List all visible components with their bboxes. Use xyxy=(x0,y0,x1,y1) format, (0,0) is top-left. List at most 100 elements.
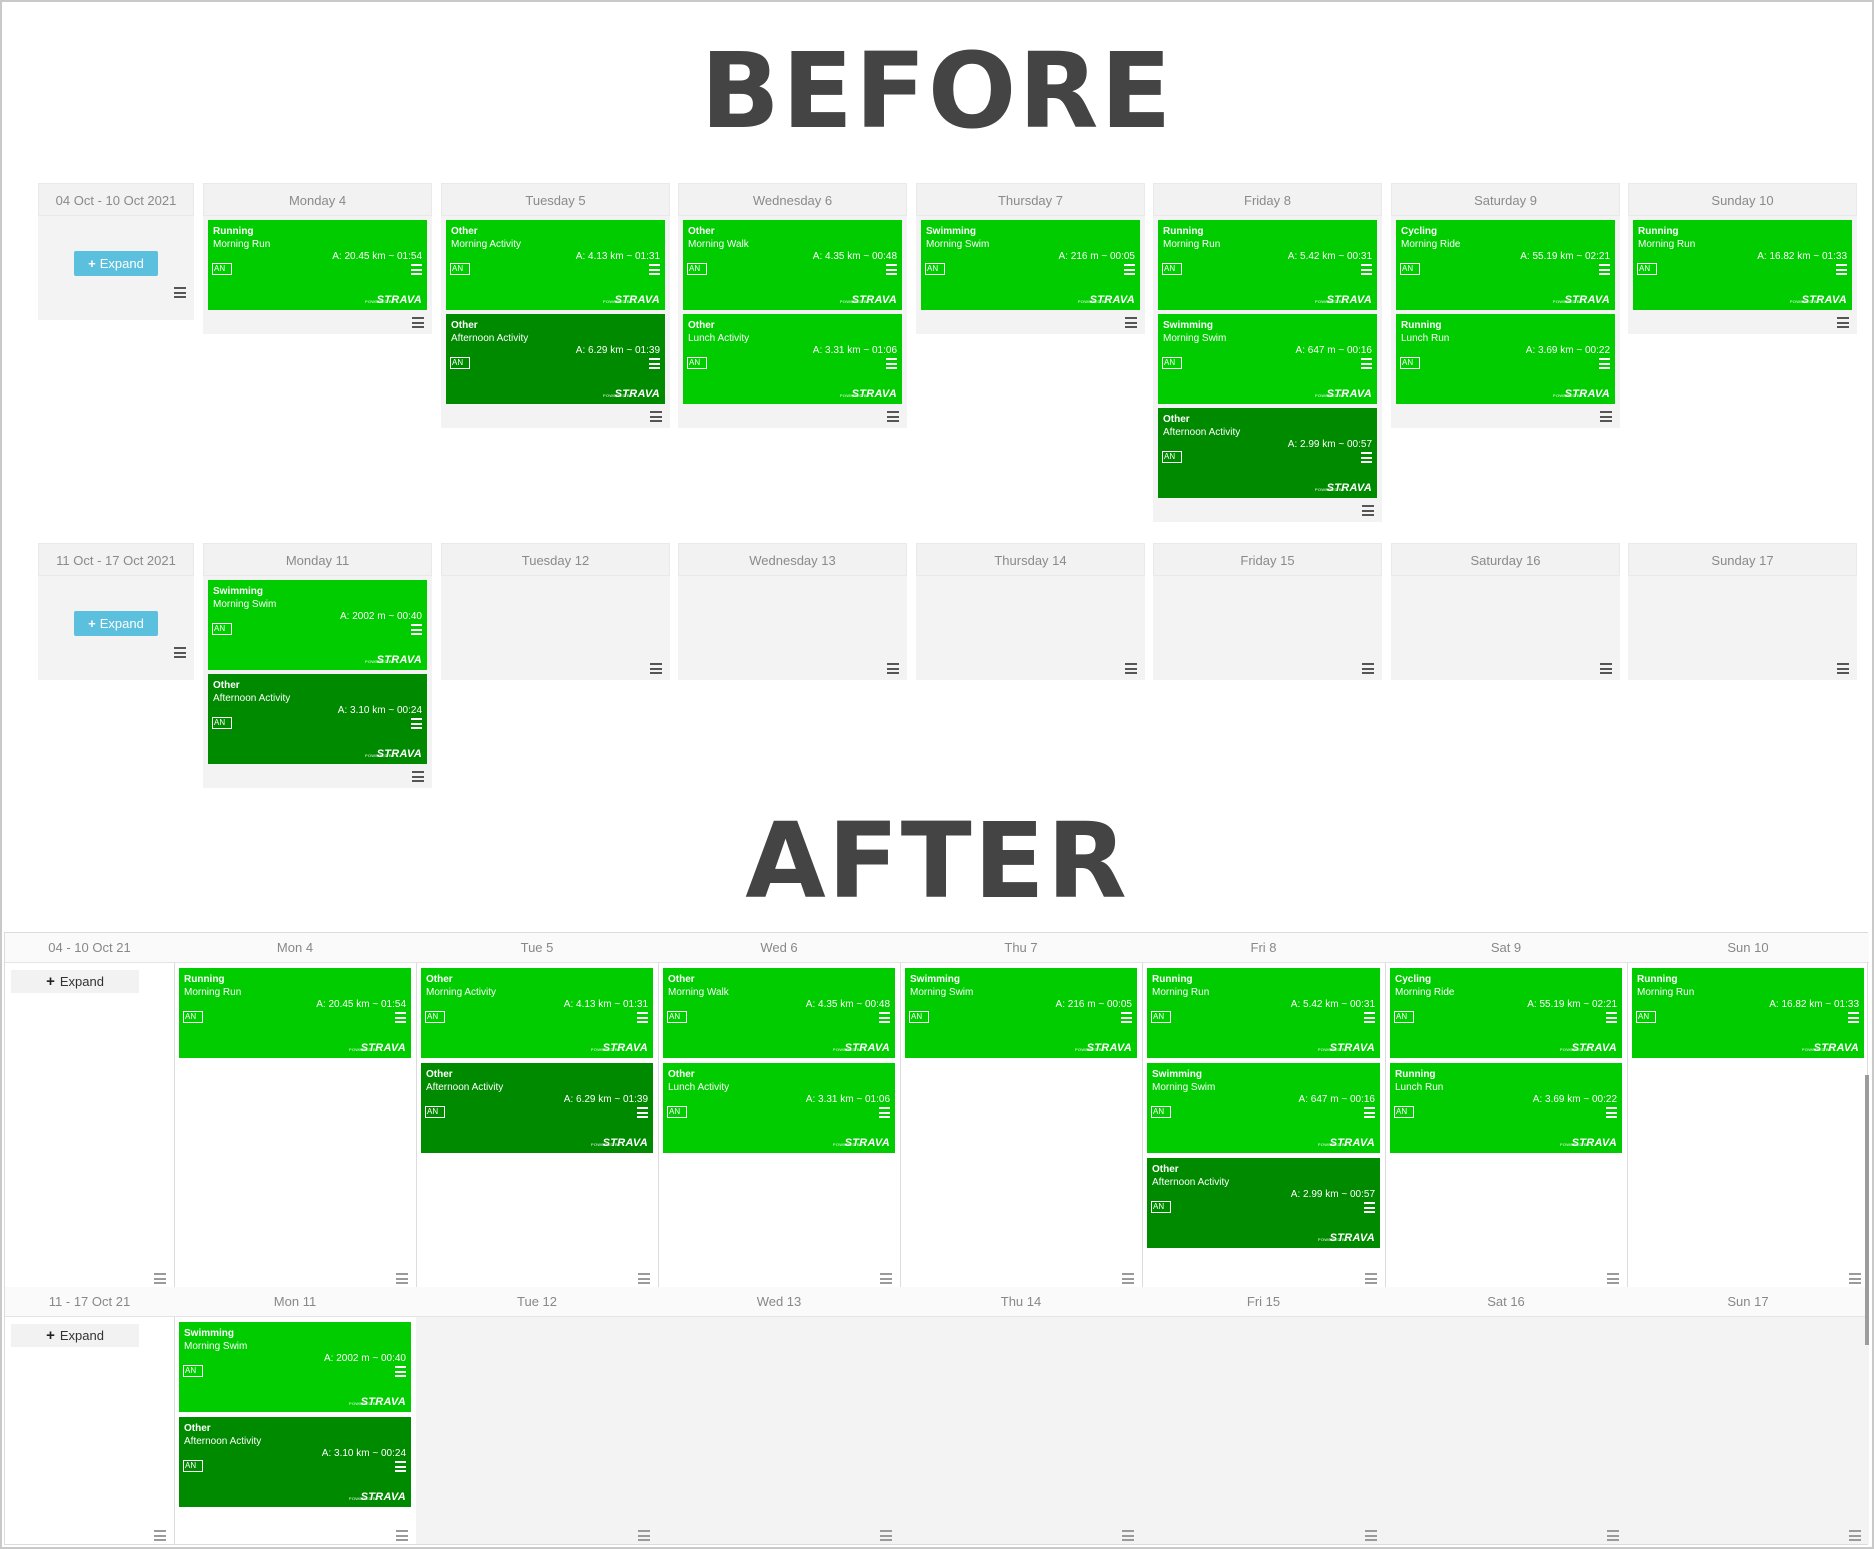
day-cell[interactable]: Cycling Morning Ride A: 55.19 km ~ 02:21 AN… xyxy=(1385,963,1627,1287)
activity-menu-icon[interactable] xyxy=(1121,1012,1132,1023)
day-cell[interactable] xyxy=(678,576,907,680)
activity-card[interactable]: Other Afternoon Activity A: 2.99 km ~ 00:5… xyxy=(1158,408,1377,498)
day-menu-icon[interactable] xyxy=(1600,663,1612,674)
activity-card[interactable]: Other Afternoon Activity A: 3.10 km ~ 00:2… xyxy=(208,674,427,764)
activity-card[interactable]: Other Afternoon Activity A: 3.10 km ~ 00:2… xyxy=(179,1417,411,1507)
day-cell[interactable]: Cycling Morning Ride A: 55.19 km ~ 02:21 AN… xyxy=(1391,216,1620,428)
day-cell[interactable]: Other Morning Walk A: 4.35 km ~ 00:48 AN POW… xyxy=(658,963,900,1287)
activity-card[interactable]: Running Morning Run A: 20.45 km ~ 01:54 AN P… xyxy=(208,220,427,310)
day-menu-icon[interactable] xyxy=(1600,411,1612,422)
week-menu-icon[interactable] xyxy=(174,287,186,298)
day-menu-icon[interactable] xyxy=(1837,317,1849,328)
activity-menu-icon[interactable] xyxy=(886,358,897,369)
day-cell[interactable] xyxy=(441,576,670,680)
day-menu-icon[interactable] xyxy=(1122,1273,1134,1284)
day-menu-icon[interactable] xyxy=(1607,1273,1619,1284)
activity-card[interactable]: Swimming Morning Swim A: 216 m ~ 00:05 AN PO… xyxy=(905,968,1137,1058)
activity-menu-icon[interactable] xyxy=(1361,452,1372,463)
activity-card[interactable]: Other Afternoon Activity A: 6.29 km ~ 01:3… xyxy=(446,314,665,404)
vertical-scrollbar[interactable] xyxy=(1865,1075,1869,1345)
day-cell[interactable]: Swimming Morning Swim A: 2002 m ~ 00:40 AN P… xyxy=(203,576,432,788)
activity-menu-icon[interactable] xyxy=(1124,264,1135,275)
activity-card[interactable]: Swimming Morning Swim A: 647 m ~ 00:16 AN PO… xyxy=(1147,1063,1380,1153)
expand-button[interactable]: + Expand xyxy=(11,970,139,993)
activity-menu-icon[interactable] xyxy=(395,1461,406,1472)
week-menu-icon[interactable] xyxy=(154,1273,166,1284)
activity-card[interactable]: Other Afternoon Activity A: 2.99 km ~ 00:5… xyxy=(1147,1158,1380,1248)
day-cell[interactable]: Swimming Morning Swim A: 216 m ~ 00:05 AN PO… xyxy=(900,963,1142,1287)
activity-card[interactable]: Running Lunch Run A: 3.69 km ~ 00:22 AN POWE… xyxy=(1390,1063,1622,1153)
activity-menu-icon[interactable] xyxy=(886,264,897,275)
activity-menu-icon[interactable] xyxy=(879,1107,890,1118)
day-menu-icon[interactable] xyxy=(396,1530,408,1541)
activity-card[interactable]: Other Morning Activity A: 4.13 km ~ 01:31 A… xyxy=(421,968,653,1058)
activity-menu-icon[interactable] xyxy=(1364,1202,1375,1213)
activity-menu-icon[interactable] xyxy=(649,264,660,275)
day-cell[interactable] xyxy=(658,1317,900,1544)
day-cell[interactable]: Running Morning Run A: 20.45 km ~ 01:54 AN P… xyxy=(203,216,432,334)
activity-card[interactable]: Other Lunch Activity A: 3.31 km ~ 01:06 AN P… xyxy=(663,1063,895,1153)
activity-menu-icon[interactable] xyxy=(637,1107,648,1118)
activity-card[interactable]: Running Morning Run A: 5.42 km ~ 00:31 AN PO… xyxy=(1158,220,1377,310)
day-cell[interactable]: Other Morning Activity A: 4.13 km ~ 01:31 A… xyxy=(441,216,670,428)
day-menu-icon[interactable] xyxy=(1849,1273,1861,1284)
day-menu-icon[interactable] xyxy=(412,317,424,328)
day-menu-icon[interactable] xyxy=(880,1530,892,1541)
day-menu-icon[interactable] xyxy=(887,663,899,674)
activity-card[interactable]: Other Morning Walk A: 4.35 km ~ 00:48 AN POW… xyxy=(663,968,895,1058)
day-menu-icon[interactable] xyxy=(638,1273,650,1284)
day-cell[interactable]: Swimming Morning Swim A: 216 m ~ 00:05 AN PO… xyxy=(916,216,1145,334)
day-menu-icon[interactable] xyxy=(887,411,899,422)
activity-card[interactable]: Other Afternoon Activity A: 6.29 km ~ 01:3… xyxy=(421,1063,653,1153)
activity-menu-icon[interactable] xyxy=(411,718,422,729)
day-cell[interactable] xyxy=(1628,576,1857,680)
day-menu-icon[interactable] xyxy=(396,1273,408,1284)
week-menu-icon[interactable] xyxy=(174,647,186,658)
day-cell[interactable] xyxy=(900,1317,1142,1544)
day-cell[interactable]: Swimming Morning Swim A: 2002 m ~ 00:40 AN P… xyxy=(174,1317,416,1544)
day-menu-icon[interactable] xyxy=(1362,505,1374,516)
week-menu-icon[interactable] xyxy=(154,1530,166,1541)
activity-menu-icon[interactable] xyxy=(637,1012,648,1023)
day-menu-icon[interactable] xyxy=(1607,1530,1619,1541)
activity-menu-icon[interactable] xyxy=(879,1012,890,1023)
day-cell[interactable] xyxy=(1627,1317,1869,1544)
day-menu-icon[interactable] xyxy=(1365,1273,1377,1284)
day-menu-icon[interactable] xyxy=(1362,663,1374,674)
activity-menu-icon[interactable] xyxy=(1364,1107,1375,1118)
activity-card[interactable]: Swimming Morning Swim A: 216 m ~ 00:05 AN PO… xyxy=(921,220,1140,310)
day-cell[interactable] xyxy=(916,576,1145,680)
activity-card[interactable]: Swimming Morning Swim A: 647 m ~ 00:16 AN PO… xyxy=(1158,314,1377,404)
day-cell[interactable] xyxy=(1142,1317,1385,1544)
activity-menu-icon[interactable] xyxy=(649,358,660,369)
activity-menu-icon[interactable] xyxy=(1606,1107,1617,1118)
activity-card[interactable]: Swimming Morning Swim A: 2002 m ~ 00:40 AN P… xyxy=(179,1322,411,1412)
day-menu-icon[interactable] xyxy=(412,771,424,782)
day-cell[interactable] xyxy=(416,1317,658,1544)
activity-card[interactable]: Swimming Morning Swim A: 2002 m ~ 00:40 AN P… xyxy=(208,580,427,670)
activity-menu-icon[interactable] xyxy=(1848,1012,1859,1023)
activity-menu-icon[interactable] xyxy=(1361,358,1372,369)
activity-menu-icon[interactable] xyxy=(411,624,422,635)
activity-card[interactable]: Other Morning Walk A: 4.35 km ~ 00:48 AN POW… xyxy=(683,220,902,310)
activity-card[interactable]: Cycling Morning Ride A: 55.19 km ~ 02:21 AN… xyxy=(1396,220,1615,310)
activity-card[interactable]: Running Morning Run A: 16.82 km ~ 01:33 AN P… xyxy=(1632,968,1864,1058)
day-cell[interactable]: Running Morning Run A: 20.45 km ~ 01:54 AN P… xyxy=(174,963,416,1287)
expand-button[interactable]: + Expand xyxy=(11,1324,139,1347)
expand-button[interactable]: + Expand xyxy=(74,251,158,276)
activity-card[interactable]: Running Morning Run A: 5.42 km ~ 00:31 AN PO… xyxy=(1147,968,1380,1058)
activity-card[interactable]: Cycling Morning Ride A: 55.19 km ~ 02:21 AN… xyxy=(1390,968,1622,1058)
day-menu-icon[interactable] xyxy=(650,663,662,674)
activity-menu-icon[interactable] xyxy=(395,1366,406,1377)
activity-menu-icon[interactable] xyxy=(1606,1012,1617,1023)
day-cell[interactable]: Running Morning Run A: 5.42 km ~ 00:31 AN PO… xyxy=(1142,963,1385,1287)
day-cell[interactable]: Running Morning Run A: 5.42 km ~ 00:31 AN PO… xyxy=(1153,216,1382,522)
activity-card[interactable]: Running Lunch Run A: 3.69 km ~ 00:22 AN POWE… xyxy=(1396,314,1615,404)
day-cell[interactable] xyxy=(1153,576,1382,680)
day-cell[interactable]: Running Morning Run A: 16.82 km ~ 01:33 AN P… xyxy=(1627,963,1869,1287)
day-cell[interactable]: Other Morning Walk A: 4.35 km ~ 00:48 AN POW… xyxy=(678,216,907,428)
activity-menu-icon[interactable] xyxy=(1364,1012,1375,1023)
activity-menu-icon[interactable] xyxy=(411,264,422,275)
activity-menu-icon[interactable] xyxy=(1361,264,1372,275)
day-menu-icon[interactable] xyxy=(650,411,662,422)
